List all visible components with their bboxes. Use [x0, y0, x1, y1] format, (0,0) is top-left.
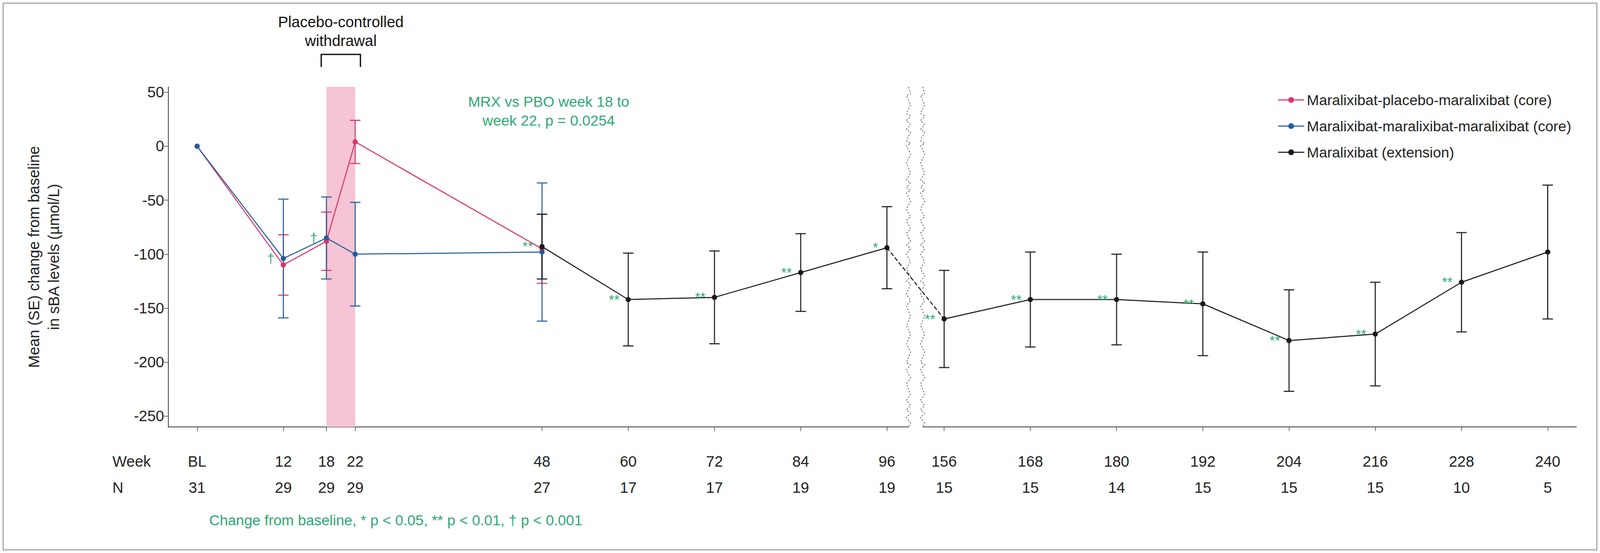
svg-text:*: * [872, 239, 878, 256]
svg-text:15: 15 [1366, 478, 1384, 496]
svg-text:168: 168 [1017, 452, 1043, 470]
svg-text:-150: -150 [133, 299, 165, 317]
svg-text:10: 10 [1453, 478, 1470, 496]
svg-text:29: 29 [275, 478, 292, 496]
svg-text:14: 14 [1107, 478, 1125, 496]
svg-text:15: 15 [1021, 478, 1039, 496]
svg-text:17: 17 [705, 478, 723, 496]
svg-text:156: 156 [931, 452, 957, 470]
svg-text:week 22, p = 0.0254: week 22, p = 0.0254 [482, 112, 615, 129]
svg-text:240: 240 [1535, 452, 1561, 470]
svg-text:-50: -50 [142, 191, 165, 209]
svg-text:Maralixibat (extension): Maralixibat (extension) [1306, 144, 1455, 161]
svg-text:0: 0 [155, 137, 165, 155]
svg-text:Change from baseline, * p < 0.: Change from baseline, * p < 0.05, ** p <… [209, 511, 583, 529]
svg-text:60: 60 [619, 452, 637, 470]
svg-text:96: 96 [878, 452, 896, 470]
svg-text:**: ** [781, 264, 792, 281]
svg-text:Placebo-controlled: Placebo-controlled [278, 13, 404, 31]
svg-text:29: 29 [346, 478, 364, 496]
svg-text:N: N [112, 478, 124, 496]
svg-text:†: † [310, 230, 318, 246]
svg-text:-200: -200 [133, 353, 165, 371]
svg-text:**: ** [694, 289, 706, 305]
svg-text:72: 72 [705, 452, 723, 470]
svg-text:**: ** [1355, 326, 1367, 342]
svg-text:19: 19 [878, 478, 896, 496]
svg-text:**: ** [1269, 332, 1280, 349]
svg-text:5: 5 [1543, 478, 1552, 496]
svg-text:-100: -100 [133, 245, 165, 263]
svg-text:Maralixibat-placebo-maralixiba: Maralixibat-placebo-maralixibat (core) [1306, 92, 1552, 109]
svg-text:**: ** [1442, 273, 1453, 290]
svg-text:MRX vs PBO week 18 to: MRX vs PBO week 18 to [467, 93, 630, 110]
svg-text:15: 15 [1280, 478, 1298, 496]
svg-text:12: 12 [275, 452, 292, 470]
svg-text:**: ** [924, 311, 935, 327]
svg-text:192: 192 [1190, 452, 1216, 470]
svg-text:withdrawal: withdrawal [304, 32, 377, 50]
svg-text:**: ** [1096, 291, 1108, 308]
svg-text:27: 27 [533, 478, 551, 496]
svg-text:17: 17 [619, 478, 637, 496]
svg-text:29: 29 [317, 478, 335, 496]
svg-text:Maralixibat-maralixibat-marali: Maralixibat-maralixibat-maralixibat (cor… [1306, 118, 1572, 135]
svg-text:204: 204 [1276, 452, 1302, 470]
svg-text:48: 48 [533, 452, 551, 470]
svg-text:†: † [266, 250, 274, 267]
svg-text:-250: -250 [133, 407, 165, 425]
svg-text:216: 216 [1362, 452, 1388, 470]
svg-text:in sBA levels (µmol/L): in sBA levels (µmol/L) [45, 183, 63, 330]
svg-text:**: ** [1183, 295, 1194, 312]
svg-text:84: 84 [792, 452, 809, 470]
svg-text:BL: BL [187, 452, 207, 470]
svg-text:15: 15 [935, 478, 953, 496]
svg-text:**: ** [608, 291, 620, 308]
svg-text:50: 50 [147, 83, 165, 101]
svg-text:22: 22 [346, 452, 364, 470]
svg-text:**: ** [522, 238, 533, 255]
svg-text:228: 228 [1448, 452, 1474, 470]
svg-text:31: 31 [188, 478, 206, 496]
svg-text:Week: Week [112, 452, 152, 470]
svg-text:15: 15 [1194, 478, 1211, 496]
svg-text:18: 18 [317, 452, 335, 470]
svg-text:19: 19 [792, 478, 809, 496]
svg-text:Mean (SE) change from baseline: Mean (SE) change from baseline [25, 145, 43, 368]
svg-text:180: 180 [1103, 452, 1129, 470]
svg-text:**: ** [1010, 291, 1022, 308]
